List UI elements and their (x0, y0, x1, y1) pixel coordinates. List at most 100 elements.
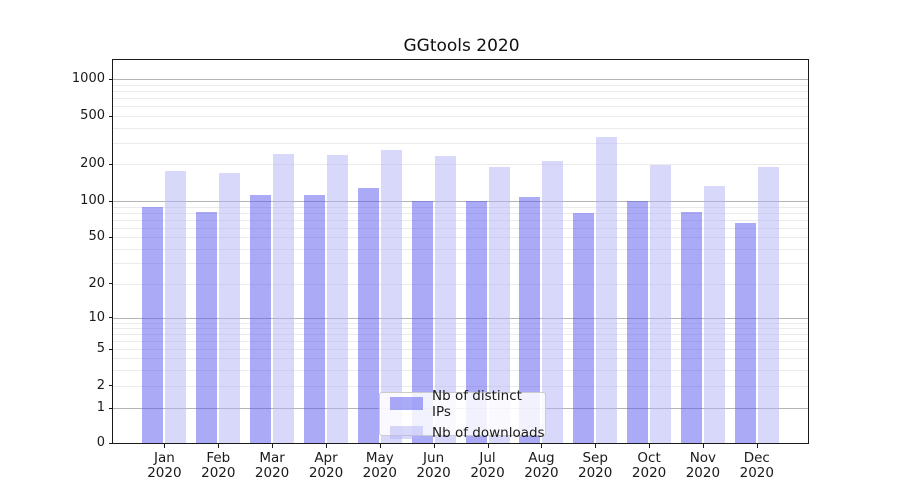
chart-title: GGtools 2020 (403, 36, 520, 56)
x-tick-mark (487, 444, 489, 448)
minor-gridline (113, 106, 808, 108)
x-tick-label: Jun 2020 (416, 450, 451, 481)
y-tick-label: 5 (96, 341, 105, 357)
y-tick-mark (109, 78, 113, 80)
x-tick-mark (649, 444, 651, 448)
bar-feb-downloads (219, 172, 241, 443)
legend-row-distinct-ips: Nb of distinct IPs (390, 388, 545, 420)
minor-gridline (113, 248, 808, 250)
major-gridline (113, 317, 808, 319)
bar-jan-distinct-ips (142, 207, 164, 443)
legend-swatch-distinct-ips (390, 397, 423, 410)
y-tick-mark (109, 348, 113, 350)
y-tick-label: 500 (80, 108, 105, 123)
minor-gridline (113, 327, 808, 329)
minor-gridline (113, 127, 808, 129)
y-tick-mark (109, 236, 113, 238)
y-tick-label: 200 (80, 156, 105, 172)
major-gridline (113, 201, 808, 202)
x-tick-mark (702, 444, 704, 448)
y-tick-label: 20 (88, 275, 105, 291)
y-tick-label: 50 (88, 229, 105, 245)
y-tick-mark (109, 283, 113, 285)
minor-gridline (113, 322, 808, 324)
x-tick-mark (272, 444, 274, 448)
minor-gridline (113, 349, 808, 351)
y-tick-mark (109, 115, 113, 117)
x-tick-label: Nov 2020 (685, 450, 721, 481)
y-tick-mark (109, 385, 113, 386)
minor-gridline (113, 263, 808, 265)
legend-row-downloads: Nb of downloads (390, 425, 545, 441)
y-tick-mark (109, 442, 113, 444)
y-tick-mark (109, 317, 113, 319)
bar-jun-downloads (434, 156, 456, 443)
bar-nov-downloads (703, 185, 725, 443)
y-tick-label: 1000 (71, 71, 105, 87)
x-tick-label: May 2020 (362, 450, 397, 481)
minor-gridline (113, 164, 808, 166)
legend-label-downloads: Nb of downloads (432, 424, 545, 441)
major-gridline (113, 79, 808, 81)
bar-dec-downloads (757, 167, 779, 443)
bar-jul-distinct-ips (465, 201, 487, 443)
x-tick-label: Feb 2020 (201, 450, 236, 481)
bar-apr-distinct-ips (304, 194, 325, 443)
bar-jun-distinct-ips (411, 201, 433, 443)
y-tick-label: 1 (96, 400, 105, 416)
x-tick-label: Aug 2020 (524, 450, 559, 481)
y-tick-mark (109, 163, 113, 165)
minor-gridline (113, 334, 808, 335)
x-tick-mark (595, 444, 597, 448)
x-tick-mark (218, 444, 220, 448)
bar-sep-distinct-ips (573, 213, 595, 443)
legend: Nb of distinct IPs Nb of downloads (379, 388, 546, 441)
bar-dec-distinct-ips (734, 222, 756, 443)
minor-gridline (113, 358, 808, 360)
x-tick-label: Apr 2020 (308, 450, 344, 481)
x-tick-label: Sep 2020 (578, 450, 613, 481)
legend-swatch-downloads (390, 426, 423, 439)
minor-gridline (113, 369, 808, 371)
bar-aug-distinct-ips (519, 196, 541, 443)
minor-gridline (113, 341, 808, 342)
minor-gridline (113, 98, 808, 100)
x-tick-mark (379, 444, 381, 448)
minor-gridline (113, 385, 808, 387)
x-tick-label: Mar 2020 (254, 450, 290, 481)
x-tick-label: Oct 2020 (631, 450, 667, 481)
bar-oct-distinct-ips (627, 201, 649, 443)
x-tick-label: Dec 2020 (739, 450, 774, 481)
bar-aug-downloads (542, 160, 564, 443)
bar-may-downloads (380, 149, 402, 443)
y-tick-label: 10 (88, 309, 105, 325)
bar-mar-distinct-ips (250, 194, 272, 443)
x-tick-mark (433, 444, 435, 448)
bar-jul-downloads (488, 167, 510, 443)
y-tick-label: 0 (96, 435, 105, 450)
x-tick-label: Jan 2020 (147, 450, 182, 481)
legend-label-distinct-ips: Nb of distinct IPs (432, 387, 522, 420)
minor-gridline (113, 116, 808, 117)
minor-gridline (113, 212, 808, 214)
bar-feb-distinct-ips (196, 212, 218, 443)
minor-gridline (113, 227, 808, 229)
bar-oct-downloads (650, 165, 672, 443)
minor-gridline (113, 142, 808, 144)
bar-nov-distinct-ips (680, 212, 702, 443)
minor-gridline (113, 283, 808, 285)
bar-sep-downloads (596, 137, 618, 443)
x-tick-mark (326, 444, 327, 448)
y-tick-label: 100 (80, 193, 105, 208)
bar-jan-downloads (165, 171, 187, 443)
minor-gridline (113, 219, 808, 221)
minor-gridline (113, 84, 808, 86)
bar-mar-downloads (273, 153, 295, 443)
plot-area (112, 59, 809, 444)
x-tick-mark (164, 444, 166, 448)
y-tick-label: 2 (96, 377, 105, 393)
minor-gridline (113, 237, 808, 239)
y-tick-mark (109, 200, 113, 202)
x-tick-label: Jul 2020 (470, 450, 505, 481)
